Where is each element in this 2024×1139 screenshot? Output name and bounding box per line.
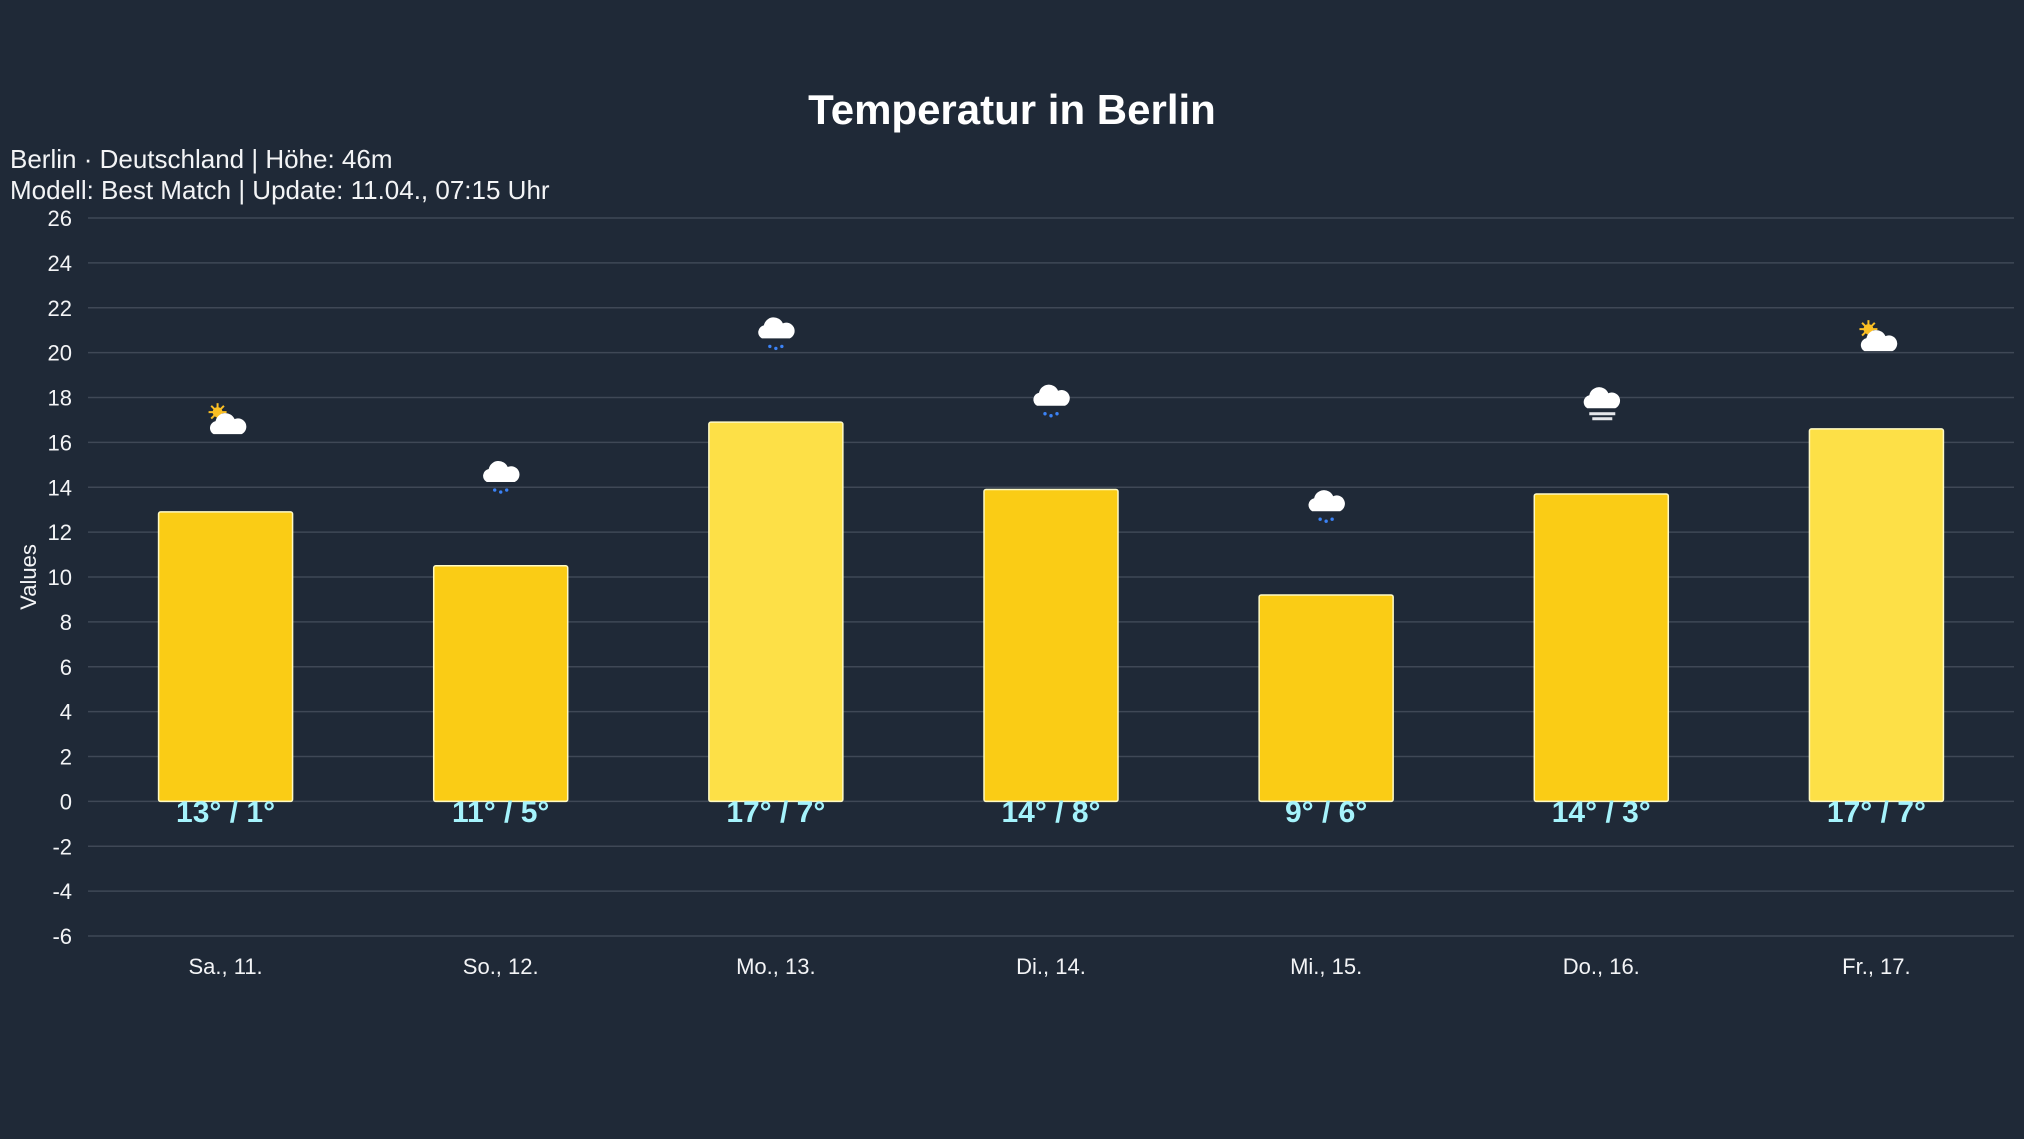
y-tick-label: 4 (60, 700, 72, 725)
x-tick-label: Do., 16. (1563, 954, 1640, 979)
y-axis-label: Values (16, 544, 41, 610)
fog-icon (1583, 387, 1621, 421)
bar (1533, 493, 1670, 803)
y-tick-label: 6 (60, 655, 72, 680)
data-label: 14° / 8° (1001, 796, 1100, 829)
y-tick-label: 10 (48, 565, 72, 590)
data-label: 11° / 5° (452, 796, 549, 829)
y-tick-label: -2 (52, 834, 72, 859)
x-tick-label: Mo., 13. (736, 954, 815, 979)
bar (983, 488, 1119, 803)
y-tick-label: 18 (48, 386, 72, 411)
drizzle-icon (483, 460, 520, 494)
drizzle-icon (758, 317, 795, 351)
partly-cloudy-icon (1859, 320, 1898, 352)
bar (708, 421, 844, 803)
x-tick-label: Sa., 11. (188, 954, 262, 979)
y-tick-label: 22 (48, 296, 72, 321)
y-tick-label: 24 (48, 251, 72, 276)
bar (1808, 428, 1945, 803)
chart-title: Temperatur in Berlin (808, 86, 1216, 133)
location-info: Berlin · Deutschland | Höhe: 46m (10, 144, 393, 174)
x-tick-label: Di., 14. (1016, 954, 1086, 979)
y-tick-label: -6 (52, 924, 72, 949)
y-tick-label: -4 (52, 879, 72, 904)
data-label: 14° / 3° (1552, 796, 1651, 829)
y-tick-label: 16 (48, 430, 72, 455)
y-tick-label: 20 (48, 341, 72, 366)
y-tick-label: 26 (48, 206, 72, 231)
partly-cloudy-icon (208, 403, 247, 435)
x-tick-label: So., 12. (463, 954, 539, 979)
bar (432, 565, 569, 803)
data-label: 9° / 6° (1285, 796, 1367, 829)
y-tick-label: 12 (48, 520, 72, 545)
data-label: 17° / 7° (726, 796, 825, 829)
bar (157, 511, 294, 803)
bar (1258, 594, 1394, 803)
x-tick-label: Fr., 17. (1842, 954, 1910, 979)
y-tick-label: 0 (60, 789, 72, 814)
model-update-info: Modell: Best Match | Update: 11.04., 07:… (10, 175, 550, 205)
data-label: 13° / 1° (176, 796, 275, 829)
drizzle-icon (1033, 384, 1070, 418)
drizzle-icon (1308, 490, 1345, 523)
data-label: 17° / 7° (1827, 796, 1926, 829)
y-tick-label: 8 (60, 610, 72, 635)
y-tick-label: 2 (60, 745, 72, 770)
x-tick-label: Mi., 15. (1290, 954, 1362, 979)
y-tick-label: 14 (48, 475, 72, 500)
